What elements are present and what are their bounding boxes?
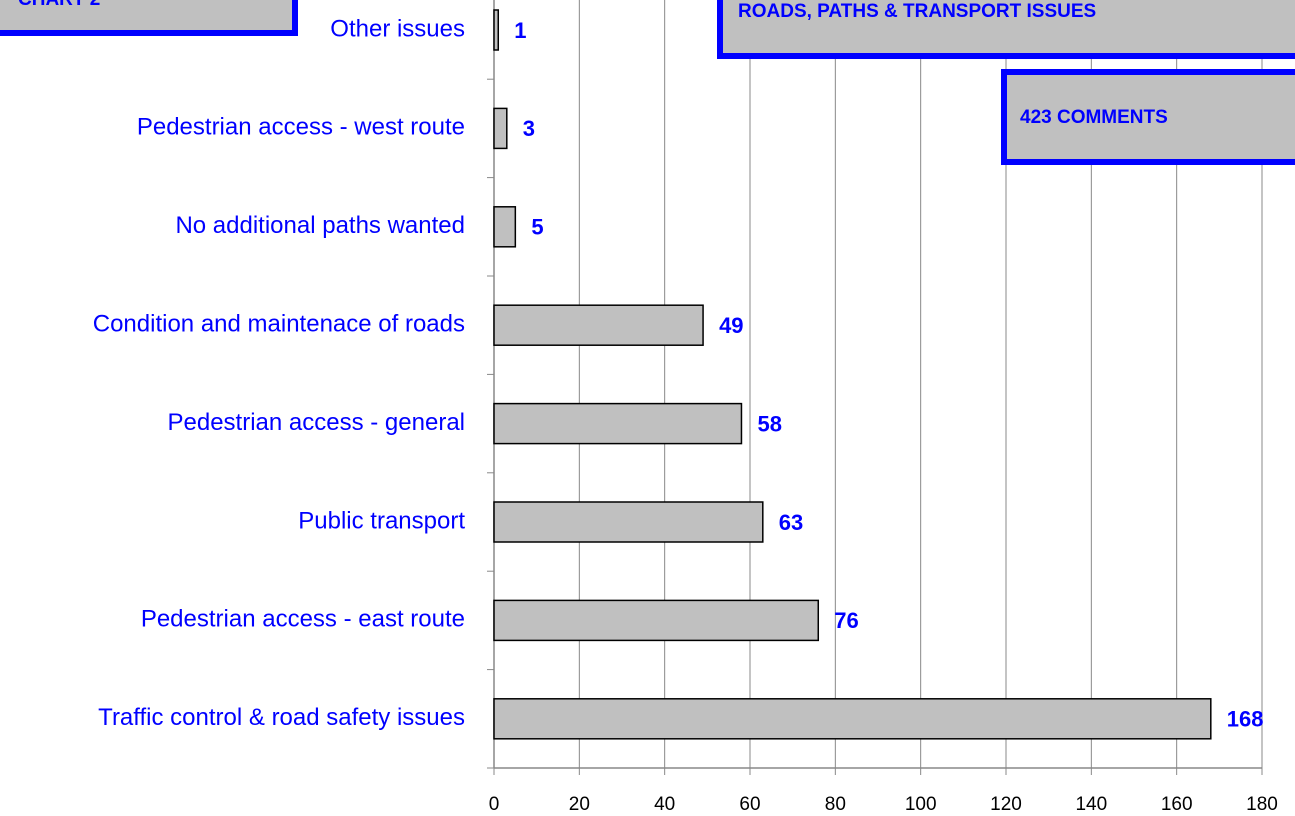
bar xyxy=(493,9,500,51)
y-tick-label: Pedestrian access - general xyxy=(168,409,466,436)
x-tick-label: 60 xyxy=(739,794,760,815)
bar xyxy=(493,599,820,642)
bar xyxy=(493,698,1212,740)
value-label: 63 xyxy=(779,510,803,535)
y-tick-label: Condition and maintenace of roads xyxy=(93,311,465,338)
x-tick-label: 20 xyxy=(569,794,590,815)
x-tick-label: 140 xyxy=(1075,794,1107,815)
bar xyxy=(493,501,764,543)
value-label: 76 xyxy=(834,608,858,633)
bar xyxy=(493,402,743,445)
value-label: 168 xyxy=(1227,707,1264,732)
x-tick-label: 40 xyxy=(654,794,675,815)
bar xyxy=(493,206,517,248)
y-tick-label: No additional paths wanted xyxy=(175,212,465,239)
x-tick-label: 100 xyxy=(905,794,937,815)
value-label: 3 xyxy=(523,116,535,141)
annotation-box xyxy=(1001,69,1295,165)
value-label: 58 xyxy=(757,411,781,436)
bar xyxy=(493,304,704,346)
y-tick-label: Traffic control & road safety issues xyxy=(98,704,465,731)
value-label: 49 xyxy=(719,313,743,338)
annotation: 423 COMMENTS xyxy=(1020,107,1168,128)
x-tick-label: 180 xyxy=(1246,794,1278,815)
y-tick-label: Other issues xyxy=(330,15,465,42)
x-tick-label: 160 xyxy=(1161,794,1193,815)
y-tick-label: Public transport xyxy=(298,507,465,534)
x-tick-label: 120 xyxy=(990,794,1022,815)
annotation: CHART 2 xyxy=(18,0,100,10)
value-label: 5 xyxy=(531,215,543,240)
title-box xyxy=(717,0,1295,59)
x-tick-label: 80 xyxy=(825,794,846,815)
annotation-box xyxy=(0,0,298,36)
bar xyxy=(493,107,508,150)
y-tick-label: Pedestrian access - west route xyxy=(137,114,465,141)
y-tick-label: Pedestrian access - east route xyxy=(141,606,465,633)
x-tick-label: 0 xyxy=(489,794,500,815)
chart-title: ROADS, PATHS & TRANSPORT ISSUES xyxy=(738,1,1096,22)
value-label: 1 xyxy=(514,18,526,43)
